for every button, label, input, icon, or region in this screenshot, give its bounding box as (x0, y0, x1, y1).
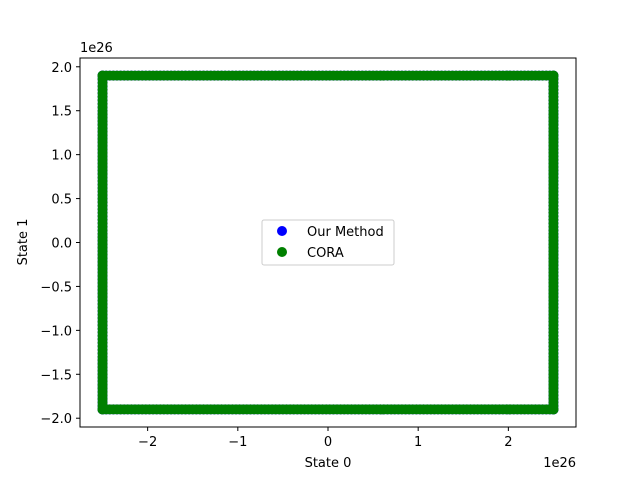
x-tick-label: 2 (504, 435, 512, 450)
legend-marker-our-method (277, 226, 287, 236)
legend-box (261, 219, 395, 266)
y-tick-label: 1.0 (51, 149, 72, 164)
y-axis-label: State 1 (16, 219, 31, 266)
data-point (548, 70, 559, 81)
legend-label-our-method: Our Method (307, 225, 384, 240)
legend-label-cora: CORA (307, 246, 344, 261)
y-offset-label: 1e26 (80, 41, 113, 56)
legend: Our Method CORA (261, 219, 395, 266)
y-tick-label: 2.0 (51, 61, 72, 76)
x-tick-label: 0 (324, 435, 332, 450)
ticks-layer: −2 −1 0 1 2 −2.0 −1.5 −1.0 −0.5 0.0 0.5 1.0 1.5 2.0 (40, 61, 512, 450)
y-tick-label: −1.5 (40, 368, 72, 383)
y-tick-label: −0.5 (40, 280, 72, 295)
x-offset-label: 1e26 (543, 456, 576, 471)
y-tick-label: 0.5 (51, 193, 72, 208)
x-tick-label: −1 (228, 435, 247, 450)
y-tick-label: 0.0 (51, 237, 72, 252)
series-cora (97, 70, 559, 415)
x-tick-label: −2 (138, 435, 157, 450)
y-tick-label: −2.0 (40, 412, 72, 427)
x-tick-label: 1 (414, 435, 422, 450)
y-tick-label: −1.0 (40, 324, 72, 339)
data-point (97, 70, 108, 81)
legend-marker-cora (277, 247, 287, 257)
y-tick-label: 1.5 (51, 105, 72, 120)
x-axis-label: State 0 (305, 456, 352, 471)
data-layer (97, 70, 559, 415)
